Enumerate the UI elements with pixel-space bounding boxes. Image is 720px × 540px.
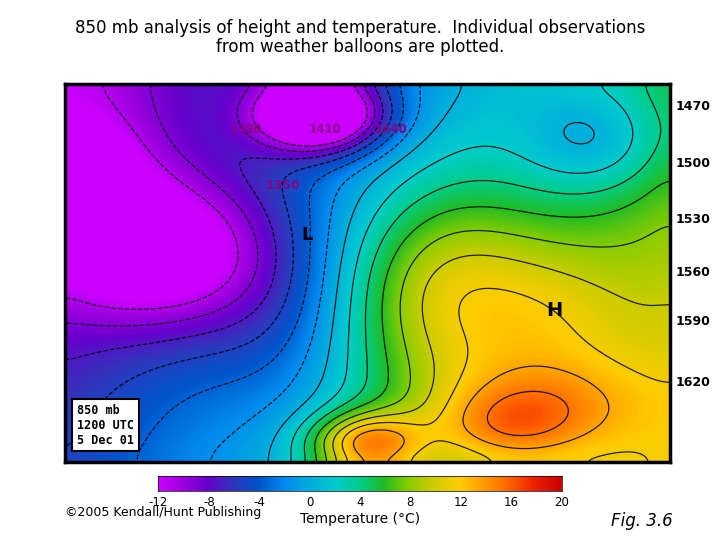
- Text: 1500: 1500: [675, 157, 711, 170]
- Text: 1530: 1530: [675, 213, 711, 226]
- Text: 1380: 1380: [230, 123, 263, 136]
- Text: Fig. 3.6: Fig. 3.6: [611, 512, 673, 530]
- Text: 1590: 1590: [675, 315, 711, 328]
- Text: 16: 16: [504, 496, 518, 509]
- Text: -4: -4: [253, 496, 265, 509]
- Text: 8: 8: [407, 496, 414, 509]
- Text: 850 mb analysis of height and temperature.  Individual observations: 850 mb analysis of height and temperatur…: [75, 19, 645, 37]
- Text: 1410: 1410: [309, 123, 341, 136]
- Text: ©2005 Kendall/Hunt Publishing: ©2005 Kendall/Hunt Publishing: [65, 507, 261, 519]
- Text: 1440: 1440: [375, 123, 408, 136]
- Text: 850 mb
1200 UTC
5 Dec 01: 850 mb 1200 UTC 5 Dec 01: [77, 403, 134, 447]
- Text: 12: 12: [454, 496, 468, 509]
- Text: L: L: [301, 226, 312, 244]
- Text: 1560: 1560: [675, 266, 711, 279]
- Text: 20: 20: [554, 496, 569, 509]
- Text: 4: 4: [356, 496, 364, 509]
- Text: 1350: 1350: [265, 179, 300, 192]
- Text: Temperature (°C): Temperature (°C): [300, 512, 420, 526]
- Text: 1470: 1470: [675, 100, 711, 113]
- Text: H: H: [546, 301, 563, 320]
- Text: -8: -8: [203, 496, 215, 509]
- Text: -12: -12: [149, 496, 168, 509]
- Text: 1620: 1620: [675, 376, 711, 389]
- Text: from weather balloons are plotted.: from weather balloons are plotted.: [216, 38, 504, 56]
- Text: 0: 0: [306, 496, 313, 509]
